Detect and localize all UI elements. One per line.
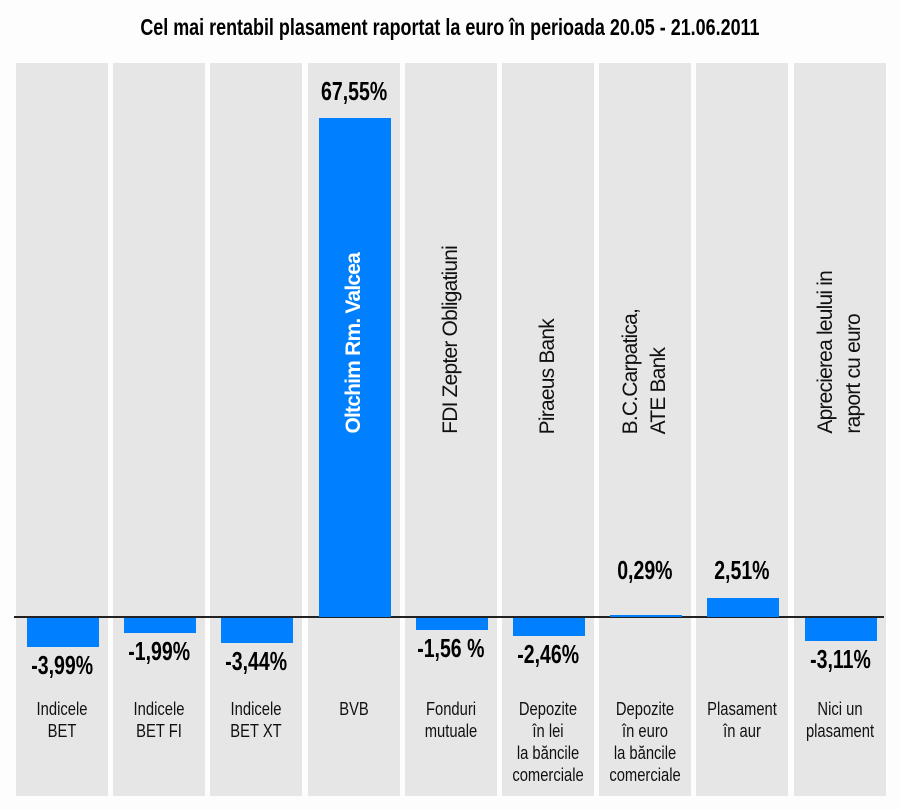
- annotation-line: FDI Zepter Obligatiuni: [439, 246, 462, 434]
- category-label: Indicele BET XT: [210, 698, 302, 742]
- vertical-annotation: Oltchim Rm. Valcea: [308, 150, 400, 434]
- bar: [513, 618, 585, 637]
- bar: [27, 618, 99, 648]
- annotation-text: Aprecierea leului in raport cu euro: [812, 271, 868, 434]
- data-label-text: 67,55%: [320, 76, 388, 106]
- category-label-line: în aur: [723, 721, 761, 741]
- chart-title-text: Cel mai rentabil plasament raportat la e…: [140, 14, 760, 40]
- data-label-text: 0,29%: [617, 555, 673, 585]
- data-label-text: -2,46%: [517, 639, 579, 670]
- vertical-annotation: FDI Zepter Obligatiuni: [405, 150, 497, 434]
- category-label-line: mutuale: [424, 721, 478, 741]
- bar: [805, 618, 877, 641]
- category-label: Plasament în aur: [696, 698, 788, 742]
- category-label-line: la băncile: [613, 743, 677, 763]
- data-label-text: -3,44%: [225, 646, 287, 677]
- data-label: -3,11%: [780, 644, 900, 675]
- category-label-line: comerciale: [609, 765, 681, 785]
- column-panel: [16, 63, 108, 796]
- category-label-line: Indicele: [36, 699, 88, 719]
- data-label: 67,55%: [294, 76, 414, 107]
- category-label-line: BVB: [339, 699, 369, 719]
- annotation-text: Oltchim Rm. Valcea: [340, 253, 368, 434]
- data-label: -2,46%: [488, 639, 608, 670]
- chart-title: Cel mai rentabil plasament raportat la e…: [0, 14, 900, 41]
- annotation-line: Oltchim Rm. Valcea: [342, 253, 365, 434]
- category-label: Fonduri mutuale: [405, 698, 497, 742]
- category-label-line: Plasament: [707, 699, 777, 719]
- data-label: 0,29%: [585, 555, 705, 586]
- data-label-text: -1,56 %: [417, 632, 485, 663]
- annotation-line: Piraeus Bank: [536, 318, 559, 434]
- annotation-line: Aprecierea leului in: [814, 271, 837, 434]
- category-label-line: Nici un: [817, 699, 863, 719]
- category-label: BVB: [308, 698, 400, 720]
- category-label-line: plasament: [805, 721, 875, 741]
- bar: [707, 598, 779, 617]
- category-label: Indicele BET FI: [113, 698, 205, 742]
- column-panel: [502, 63, 594, 796]
- data-label-text: 2,51%: [714, 555, 770, 585]
- category-label-line: Depozite: [518, 699, 578, 719]
- data-label-text: -3,11%: [809, 643, 871, 674]
- category-label-line: la băncile: [516, 743, 580, 763]
- column-panel: [113, 63, 205, 796]
- bar: [610, 614, 682, 617]
- annotation-text: FDI Zepter Obligatiuni: [437, 246, 465, 434]
- data-label: -1,56 %: [391, 633, 511, 664]
- data-label-text: -1,99%: [128, 635, 190, 666]
- category-label-line: comerciale: [512, 765, 584, 785]
- bar: [124, 618, 196, 633]
- bar: [416, 618, 488, 630]
- annotation-text: Piraeus Bank: [534, 319, 562, 434]
- category-label-line: BET FI: [136, 721, 182, 741]
- category-label: Nici un plasament: [794, 698, 886, 742]
- zero-axis-line: [14, 616, 884, 618]
- category-label-line: Indicele: [133, 699, 185, 719]
- bar: [319, 118, 391, 617]
- annotation-line: raport cu euro: [842, 314, 865, 434]
- category-label-line: Fonduri: [425, 699, 477, 719]
- category-label-line: BET XT: [230, 721, 282, 741]
- vertical-annotation: Piraeus Bank: [502, 150, 594, 434]
- category-label-line: în euro: [622, 721, 668, 741]
- column-panel: [696, 63, 788, 796]
- category-label: Depozite în euro la băncile comerciale: [599, 698, 691, 786]
- category-label: Depozite în lei la băncile comerciale: [502, 698, 594, 786]
- category-label-line: în lei: [532, 721, 564, 741]
- column-panel: [405, 63, 497, 796]
- data-label: -3,99%: [2, 650, 122, 681]
- column-panel: [794, 63, 886, 796]
- data-label: -3,44%: [196, 646, 316, 677]
- annotation-line: B.C.Carpatica,: [619, 308, 642, 434]
- data-label-text: -3,99%: [31, 650, 93, 681]
- data-label: 2,51%: [682, 555, 802, 586]
- vertical-annotation: B.C.Carpatica, ATE Bank: [599, 150, 691, 434]
- vertical-annotation: Aprecierea leului in raport cu euro: [794, 150, 886, 434]
- bar: [221, 618, 293, 644]
- column-panel: [210, 63, 302, 796]
- column-panel: [599, 63, 691, 796]
- category-label: Indicele BET: [16, 698, 108, 742]
- category-label-line: Indicele: [230, 699, 282, 719]
- annotation-line: ATE Bank: [647, 347, 670, 434]
- data-label: -1,99%: [99, 636, 219, 667]
- category-label-line: Depozite: [615, 699, 675, 719]
- annotation-text: B.C.Carpatica, ATE Bank: [617, 309, 673, 434]
- category-label-line: BET: [47, 721, 77, 741]
